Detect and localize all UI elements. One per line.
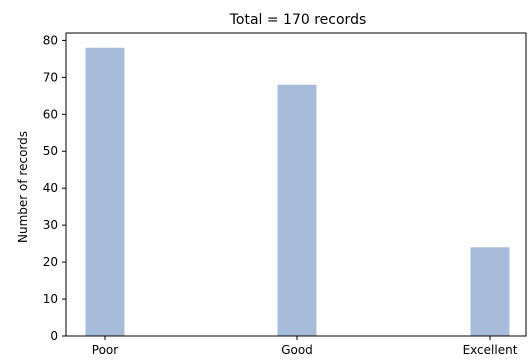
x-tick-label: Poor — [92, 343, 118, 357]
y-tick-label: 50 — [43, 144, 58, 158]
y-tick-label: 60 — [43, 107, 58, 121]
chart-title: Total = 170 records — [229, 12, 367, 28]
x-tick-label: Excellent — [463, 343, 518, 357]
y-tick-label: 80 — [43, 33, 58, 47]
y-tick-label: 40 — [43, 181, 58, 195]
x-tick-label: Good — [281, 343, 313, 357]
bar-poor — [85, 47, 125, 336]
plot-frame — [65, 32, 527, 337]
y-tick-label: 30 — [43, 218, 58, 232]
bar-good — [277, 84, 317, 336]
y-axis-label: Number of records — [16, 131, 30, 243]
y-ticks-group: 0 10 20 30 40 50 60 70 80 — [43, 33, 66, 343]
y-tick-label: 20 — [43, 255, 58, 269]
y-tick-label: 10 — [43, 292, 58, 306]
y-tick-label: 70 — [43, 70, 58, 84]
bar-excellent — [470, 247, 510, 336]
x-ticks-group: Poor Good Excellent — [92, 336, 518, 357]
bars-group — [85, 47, 510, 336]
y-tick-label: 0 — [50, 329, 58, 343]
